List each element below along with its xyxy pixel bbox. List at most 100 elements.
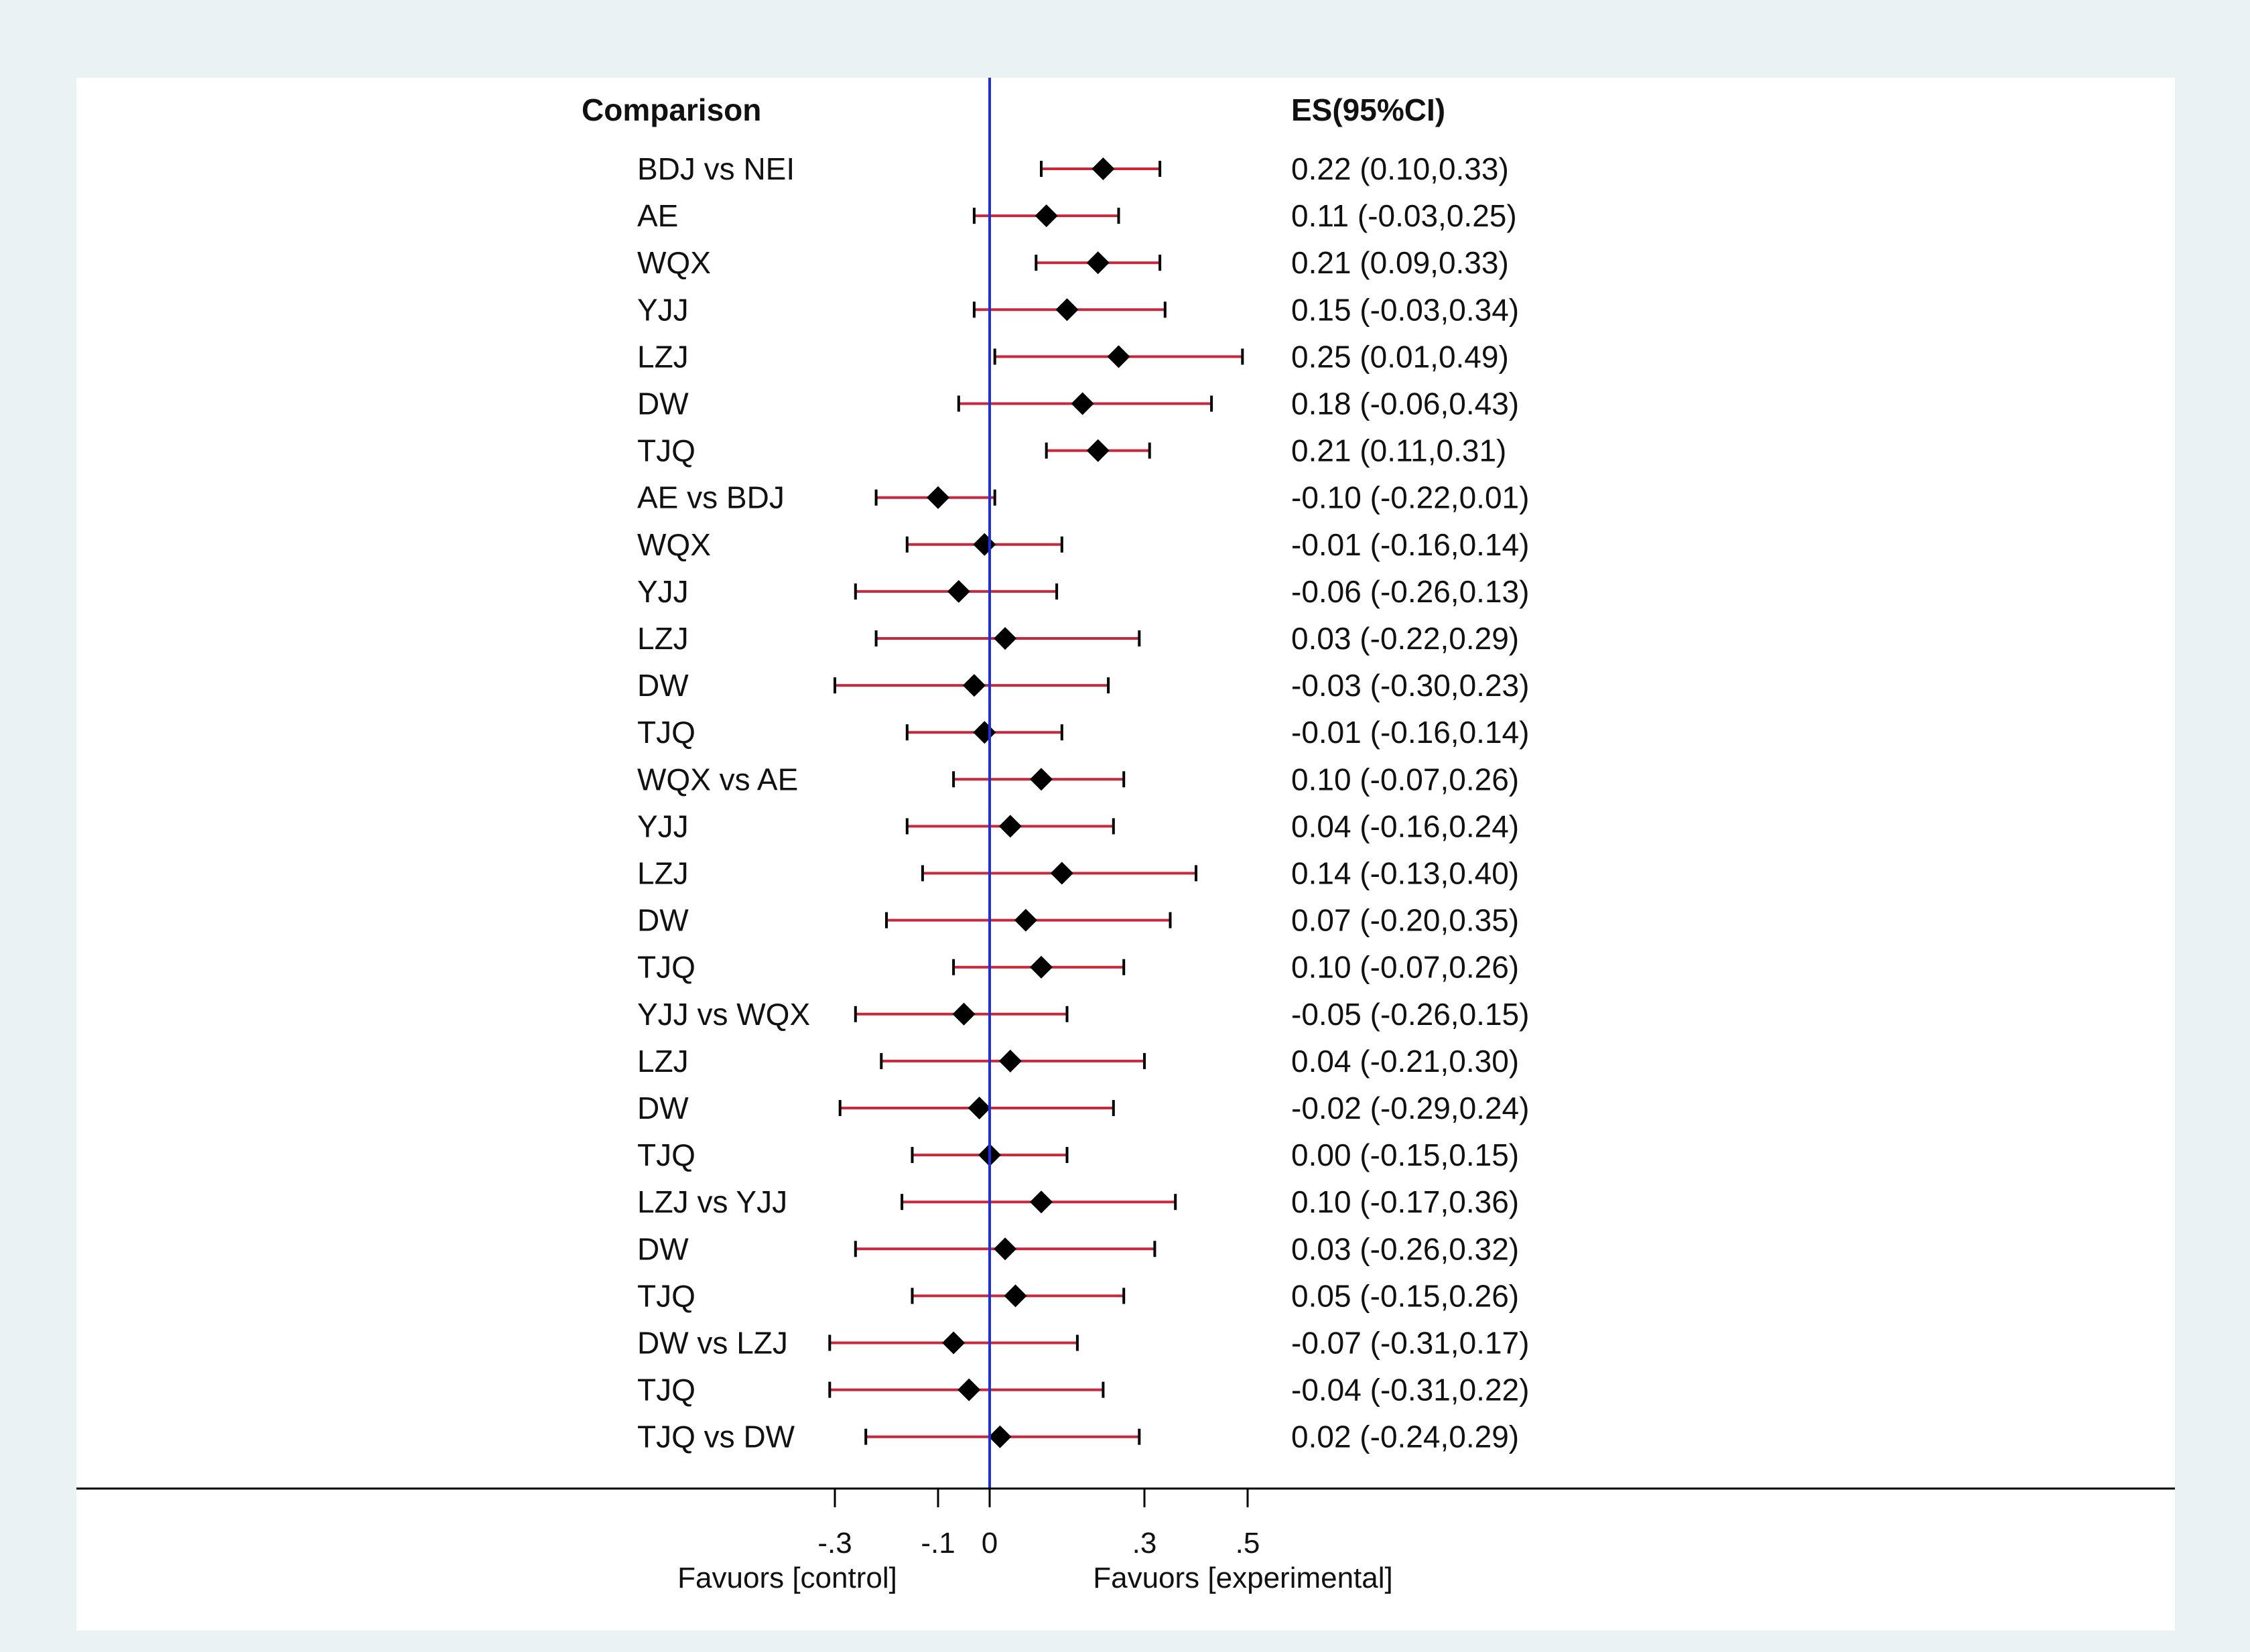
- row-label: LZJ: [637, 339, 689, 374]
- forest-row: DW 0.18 (-0.06,0.43): [637, 387, 1519, 421]
- effect-point: [968, 1097, 991, 1119]
- row-label: LZJ vs YJJ: [637, 1184, 787, 1219]
- row-effect-text: -0.10 (-0.22,0.01): [1291, 480, 1529, 515]
- forest-rows: BDJ vs NEI 0.22 (0.10,0.33) AE 0.11 (-0.03,…: [637, 151, 1529, 1454]
- row-effect-text: 0.04 (-0.21,0.30): [1291, 1044, 1519, 1079]
- forest-row: AE 0.11 (-0.03,0.25): [637, 198, 1517, 233]
- row-effect-text: 0.11 (-0.03,0.25): [1291, 198, 1517, 233]
- row-effect-text: 0.25 (0.01,0.49): [1291, 339, 1509, 374]
- favours-control-label: Favuors [control]: [677, 1562, 897, 1594]
- row-label: AE: [637, 198, 678, 233]
- row-effect-text: -0.02 (-0.29,0.24): [1291, 1091, 1529, 1125]
- row-label: DW vs LZJ: [637, 1326, 788, 1361]
- row-effect-text: 0.10 (-0.07,0.26): [1291, 950, 1519, 985]
- forest-row: YJJ vs WQX -0.05 (-0.26,0.15): [637, 997, 1529, 1032]
- effect-point: [998, 1049, 1022, 1073]
- row-effect-text: 0.05 (-0.15,0.26): [1291, 1278, 1519, 1313]
- forest-row: TJQ vs DW 0.02 (-0.24,0.29): [637, 1420, 1519, 1454]
- row-effect-text: 0.18 (-0.06,0.43): [1291, 387, 1519, 421]
- effect-point: [1014, 908, 1037, 932]
- row-effect-text: 0.15 (-0.03,0.34): [1291, 292, 1519, 327]
- forest-row: TJQ -0.04 (-0.31,0.22): [637, 1373, 1529, 1407]
- row-label: DW: [637, 903, 689, 938]
- row-effect-text: 0.03 (-0.22,0.29): [1291, 621, 1519, 656]
- row-effect-text: 0.10 (-0.17,0.36): [1291, 1184, 1519, 1219]
- row-label: BDJ vs NEI: [637, 151, 795, 186]
- effect-point: [1004, 1284, 1027, 1308]
- forest-row: LZJ 0.14 (-0.13,0.40): [637, 856, 1519, 891]
- forest-row: YJJ 0.04 (-0.16,0.24): [637, 809, 1519, 843]
- row-label: WQX: [637, 527, 711, 562]
- favours-experimental-label: Favuors [experimental]: [1093, 1562, 1393, 1594]
- row-effect-text: 0.22 (0.10,0.33): [1291, 151, 1509, 186]
- effect-point: [957, 1378, 981, 1401]
- effect-point: [1035, 204, 1058, 228]
- effect-point: [998, 815, 1022, 838]
- forest-row: LZJ 0.25 (0.01,0.49): [637, 339, 1509, 374]
- forest-row: YJJ 0.15 (-0.03,0.34): [637, 292, 1519, 327]
- row-label: LZJ: [637, 1044, 689, 1079]
- forest-row: TJQ 0.10 (-0.07,0.26): [637, 950, 1519, 985]
- forest-row: DW vs LZJ -0.07 (-0.31,0.17): [637, 1326, 1529, 1361]
- row-label: AE vs BDJ: [637, 480, 785, 515]
- es-ci-header: ES(95%CI): [1291, 92, 1445, 127]
- row-effect-text: -0.01 (-0.16,0.14): [1291, 715, 1529, 750]
- effect-point: [1107, 345, 1130, 368]
- row-effect-text: -0.01 (-0.16,0.14): [1291, 527, 1529, 562]
- row-label: TJQ: [637, 433, 696, 468]
- effect-point: [927, 486, 949, 509]
- forest-row: TJQ 0.21 (0.11,0.31): [637, 433, 1506, 468]
- row-label: TJQ vs DW: [637, 1420, 795, 1454]
- row-effect-text: -0.07 (-0.31,0.17): [1291, 1326, 1529, 1361]
- x-tick-label: 0: [982, 1527, 998, 1560]
- x-tick-label: .5: [1236, 1527, 1260, 1560]
- row-effect-text: -0.06 (-0.26,0.13): [1291, 574, 1529, 609]
- effect-point: [1050, 862, 1073, 885]
- effect-point: [1055, 298, 1079, 322]
- forest-row: TJQ 0.05 (-0.15,0.26): [637, 1278, 1519, 1313]
- effect-point: [1086, 439, 1110, 462]
- comparison-header: Comparison: [582, 92, 761, 127]
- effect-point: [962, 674, 986, 697]
- forest-row: LZJ 0.03 (-0.22,0.29): [637, 621, 1519, 656]
- forest-row: AE vs BDJ -0.10 (-0.22,0.01): [637, 480, 1529, 515]
- effect-point: [994, 627, 1017, 650]
- x-axis-ticks: -.3 -.1 0 .3 .5: [817, 1489, 1260, 1560]
- forest-row: WQX 0.21 (0.09,0.33): [637, 245, 1509, 280]
- forest-row: BDJ vs NEI 0.22 (0.10,0.33): [637, 151, 1509, 186]
- row-effect-text: 0.07 (-0.20,0.35): [1291, 903, 1519, 938]
- row-label: TJQ: [637, 1373, 696, 1407]
- forest-row: DW -0.02 (-0.29,0.24): [637, 1091, 1529, 1125]
- row-label: WQX vs AE: [637, 762, 798, 797]
- effect-point: [1030, 1190, 1053, 1214]
- row-label: LZJ: [637, 621, 689, 656]
- row-label: DW: [637, 1231, 689, 1266]
- row-effect-text: 0.21 (0.09,0.33): [1291, 245, 1509, 280]
- effect-point: [1086, 251, 1110, 275]
- forest-row: DW 0.07 (-0.20,0.35): [637, 903, 1519, 938]
- row-label: YJJ: [637, 809, 689, 843]
- effect-point: [988, 1425, 1012, 1448]
- row-effect-text: 0.03 (-0.26,0.32): [1291, 1231, 1519, 1266]
- effect-point: [994, 1237, 1017, 1261]
- row-effect-text: 0.14 (-0.13,0.40): [1291, 856, 1519, 891]
- row-effect-text: 0.00 (-0.15,0.15): [1291, 1138, 1519, 1172]
- row-effect-text: 0.02 (-0.24,0.29): [1291, 1420, 1519, 1454]
- row-label: DW: [637, 1091, 689, 1125]
- effect-point: [1071, 392, 1094, 415]
- row-label: DW: [637, 387, 689, 421]
- forest-row: LZJ 0.04 (-0.21,0.30): [637, 1044, 1519, 1079]
- effect-point: [1030, 955, 1053, 979]
- row-label: TJQ: [637, 950, 696, 985]
- forest-row: DW 0.03 (-0.26,0.32): [637, 1231, 1519, 1266]
- row-label: YJJ vs WQX: [637, 997, 810, 1032]
- forest-row: TJQ 0.00 (-0.15,0.15): [637, 1138, 1519, 1172]
- row-label: WQX: [637, 245, 711, 280]
- row-label: YJJ: [637, 574, 689, 609]
- row-label: LZJ: [637, 856, 689, 891]
- effect-point: [952, 1002, 976, 1026]
- forest-row: YJJ -0.06 (-0.26,0.13): [637, 574, 1529, 609]
- forest-row: LZJ vs YJJ 0.10 (-0.17,0.36): [637, 1184, 1519, 1219]
- row-label: TJQ: [637, 1278, 696, 1313]
